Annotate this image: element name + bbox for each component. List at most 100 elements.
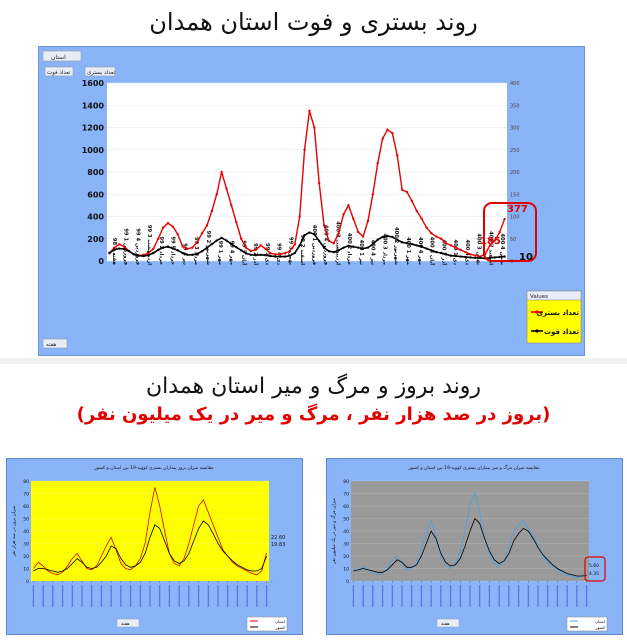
data-point	[230, 242, 233, 246]
data-point	[444, 253, 448, 256]
data-point	[410, 242, 414, 246]
x-tick-label	[256, 585, 258, 607]
data-point	[132, 253, 136, 256]
data-point	[161, 226, 165, 229]
x-tick-label: 99 مهر 1	[217, 241, 223, 265]
data-point	[298, 215, 301, 218]
y-tick-label: 60	[23, 504, 29, 510]
data-point	[371, 193, 375, 196]
data-point	[430, 249, 433, 252]
data-point	[225, 187, 228, 190]
x-tick-label	[362, 585, 364, 607]
data-point	[152, 247, 155, 250]
data-point	[415, 244, 418, 247]
field-button-deaths[interactable]: تعداد فوت	[47, 70, 71, 76]
data-point	[317, 181, 321, 185]
data-point	[191, 253, 194, 256]
incidence-chart-title: مقایسه میزان بروز بیماران بستری کووید-19…	[94, 465, 215, 471]
x-tick-label	[168, 585, 171, 607]
data-point	[113, 248, 116, 252]
data-point	[157, 237, 160, 240]
data-point	[303, 148, 306, 151]
x-tick-label: 99 مرداد 3	[193, 237, 199, 265]
x-tick-label	[197, 585, 200, 607]
incidence-legend-province: استان	[275, 619, 285, 624]
data-point	[308, 231, 311, 234]
y2-tick-label: 350	[510, 103, 520, 109]
mortality-label-country: 4.35	[589, 571, 599, 577]
data-point	[283, 255, 287, 258]
x-tick-label	[129, 585, 132, 607]
y2-tick-label: 50	[510, 237, 516, 243]
x-tick-label	[488, 585, 491, 607]
data-point	[244, 246, 248, 249]
main-chart-panel: استان تعداد فوت تعداد بستری 0 200 400 600 80…	[38, 46, 585, 356]
section-title: روند بروز و مرگ و میر استان همدان	[146, 374, 481, 399]
data-point	[205, 246, 209, 249]
x-tick-label	[207, 585, 209, 607]
data-point	[405, 242, 409, 245]
data-point	[278, 253, 282, 256]
axis-field-button[interactable]: هفته	[46, 342, 56, 348]
x-tick-label	[265, 585, 268, 607]
x-tick-label: 400 فروردین 1	[311, 225, 317, 265]
x-tick-label	[411, 585, 413, 607]
data-point	[171, 247, 175, 250]
data-point	[391, 131, 394, 135]
mortality-chart: مقایسه میزان مرگ و میر بیماران بستری کوو…	[331, 465, 608, 632]
x-tick-label: 400 شهریور 2	[393, 227, 399, 265]
data-point	[239, 249, 243, 252]
data-point	[152, 251, 155, 255]
data-point	[181, 245, 184, 248]
data-point	[488, 256, 492, 260]
section-subtitle: (بروز در صد هزار نفر ، مرگ و میر در یک م…	[76, 404, 551, 425]
data-point	[308, 109, 311, 113]
x-tick-label	[449, 585, 452, 607]
y-tick-label: 600	[87, 190, 104, 199]
data-point	[498, 255, 501, 259]
data-point	[283, 252, 287, 255]
data-point	[313, 126, 316, 129]
data-point	[322, 246, 326, 249]
y2-tick-label: 200	[510, 170, 520, 176]
data-point	[225, 239, 228, 242]
field-button-hosp[interactable]: تعداد بستری	[87, 70, 116, 76]
x-tick-label: 400 دی 1	[452, 240, 458, 266]
data-point	[122, 245, 126, 248]
incidence-ylabel: میزان بروز در صد هزار نفر	[12, 505, 17, 557]
x-tick-label	[42, 585, 44, 607]
data-point	[386, 234, 389, 238]
data-point	[249, 253, 253, 256]
data-point	[317, 239, 321, 243]
y-tick-label: 0	[26, 579, 29, 585]
x-tick-label: 99 دی 1	[264, 243, 270, 265]
data-point	[381, 137, 384, 140]
data-point	[274, 255, 277, 258]
data-point	[474, 254, 477, 257]
data-point	[357, 230, 360, 234]
y-tick-label: 1200	[82, 124, 105, 133]
filter-label[interactable]: استان	[51, 54, 66, 61]
y-tick-label: 70	[23, 492, 29, 498]
data-point	[269, 254, 272, 258]
y-tick-label: 10	[343, 567, 349, 573]
x-tick-label	[352, 585, 355, 607]
data-point	[181, 251, 184, 255]
data-point	[469, 256, 472, 259]
x-tick-label: 99 فروردین 4	[134, 228, 140, 265]
x-tick-label	[430, 585, 432, 607]
data-point	[239, 237, 243, 240]
data-point	[503, 255, 506, 258]
y2-tick-label: 100	[510, 215, 520, 221]
x-tick-label	[372, 585, 374, 607]
data-point	[166, 221, 170, 225]
x-tick-label	[469, 585, 471, 607]
mortality-label-province: 5.60	[589, 563, 599, 569]
y2-tick-label: 150	[510, 192, 520, 198]
data-point	[430, 231, 433, 235]
series-line-1	[33, 520, 267, 573]
x-tick-label	[188, 585, 190, 607]
data-point	[269, 252, 272, 255]
x-tick-label	[527, 585, 529, 607]
data-point	[386, 128, 389, 131]
